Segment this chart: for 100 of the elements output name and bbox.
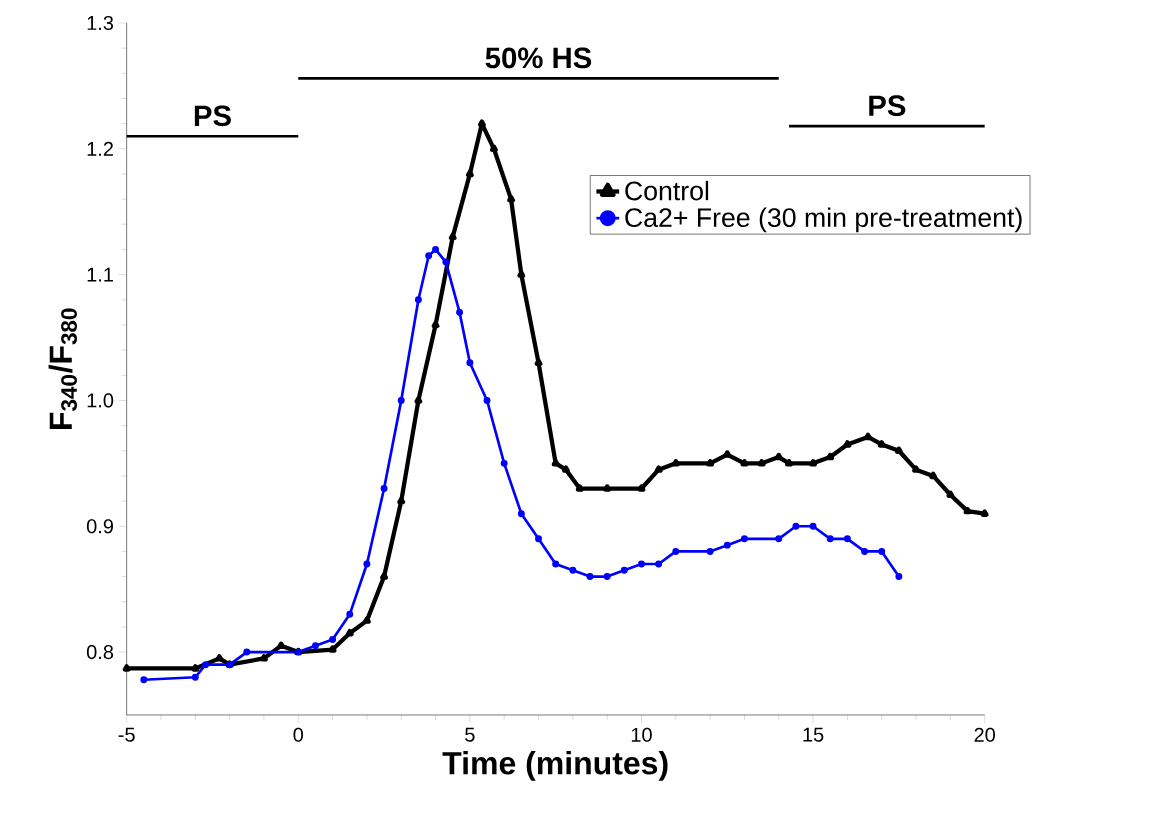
point [535, 535, 542, 543]
point [507, 194, 516, 203]
point [425, 252, 433, 260]
point [191, 673, 199, 681]
point [757, 459, 766, 467]
point [380, 485, 388, 492]
point [380, 572, 389, 580]
point [346, 610, 354, 618]
point [654, 465, 663, 473]
point [552, 560, 560, 568]
point [912, 465, 921, 473]
y-tick-label: 1.0 [87, 393, 114, 408]
point [963, 506, 972, 515]
y-tick-label: 1.2 [87, 141, 113, 156]
point [980, 509, 989, 517]
point [534, 358, 543, 366]
point [363, 560, 371, 568]
point [929, 471, 938, 480]
point [122, 664, 131, 672]
point [345, 628, 354, 637]
point [517, 510, 525, 518]
point [329, 636, 337, 643]
point [277, 641, 286, 649]
point [517, 270, 526, 278]
point [894, 446, 903, 454]
point [489, 144, 498, 153]
y-tick-label: 0.9 [86, 519, 113, 534]
x-tick-label: 0 [293, 727, 304, 742]
point [311, 642, 319, 650]
point [723, 541, 731, 549]
point [861, 547, 869, 555]
y-tick-label: 1.3 [87, 15, 114, 31]
point [740, 459, 749, 467]
y-tick-label: 0.8 [86, 644, 114, 660]
point [397, 496, 406, 505]
point [877, 440, 886, 448]
point [809, 459, 818, 467]
point [140, 676, 148, 684]
point [456, 308, 464, 316]
x-tick-label: 10 [631, 727, 652, 742]
point [672, 547, 680, 555]
point [603, 573, 611, 581]
point [259, 654, 268, 662]
point [792, 522, 800, 530]
point [774, 452, 783, 461]
point [603, 484, 612, 492]
point [328, 645, 337, 653]
point [466, 359, 474, 367]
legend-label: Ca2+ Free (30 min pre-treatment) [625, 207, 1022, 233]
point [551, 459, 560, 467]
x-tick-label: 20 [974, 727, 995, 742]
point [448, 232, 457, 241]
point [575, 484, 584, 492]
point [671, 459, 680, 467]
x-tick-label: 5 [465, 727, 475, 742]
point [637, 484, 646, 492]
series-label: 50% HS [485, 47, 592, 69]
point [723, 450, 732, 458]
point [414, 296, 422, 304]
point [215, 654, 224, 662]
point [826, 452, 835, 461]
point [431, 320, 440, 329]
point [500, 459, 508, 467]
series-label: PS [869, 95, 906, 117]
point [569, 566, 577, 574]
point [620, 566, 628, 574]
x-axis-title: Time (minutes) [442, 751, 668, 781]
point [362, 616, 371, 624]
point [561, 465, 570, 473]
point [655, 560, 663, 568]
point [946, 490, 955, 499]
point [785, 459, 794, 467]
legend-label: Control [625, 180, 709, 201]
point [638, 560, 645, 568]
point [586, 573, 594, 581]
point [843, 440, 852, 448]
point [809, 522, 817, 530]
point [483, 396, 491, 404]
y-axis-title: F$_{340}$/F$_{380}$ [48, 308, 77, 429]
x-tick-label: 15 [803, 727, 824, 742]
point [740, 535, 748, 543]
point [826, 535, 834, 543]
point [843, 535, 851, 543]
point [432, 245, 440, 253]
point [243, 648, 251, 656]
point [191, 664, 200, 672]
y-tick-label: 1.1 [87, 267, 113, 282]
point [465, 169, 474, 178]
point [775, 535, 783, 543]
point [414, 396, 423, 404]
point [477, 119, 486, 127]
x-tick-label: -5 [118, 727, 135, 742]
point [706, 459, 715, 467]
series-label: PS [194, 105, 231, 127]
point [202, 661, 210, 669]
point [397, 396, 405, 404]
point [878, 547, 886, 555]
point [895, 573, 903, 581]
point [442, 258, 450, 266]
point [706, 547, 714, 555]
